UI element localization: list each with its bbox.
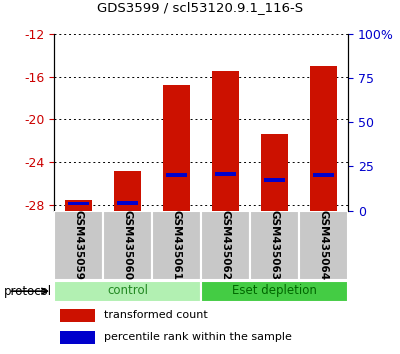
Bar (299, 211, 348, 280)
Bar (250, 211, 299, 280)
Bar (264, 178, 285, 182)
Bar (212, 71, 239, 211)
Bar (166, 173, 187, 177)
Text: GSM435063: GSM435063 (270, 210, 280, 280)
Bar (103, 211, 152, 280)
Bar (65, 200, 92, 211)
Text: GSM435061: GSM435061 (172, 210, 182, 280)
Bar (54, 281, 201, 302)
Text: transformed count: transformed count (104, 310, 208, 320)
Text: GSM435060: GSM435060 (122, 210, 132, 280)
Text: GSM435064: GSM435064 (318, 210, 328, 280)
Bar (117, 201, 138, 205)
Bar (54, 211, 103, 280)
Bar (310, 66, 337, 211)
Text: GDS3599 / scl53120.9.1_116-S: GDS3599 / scl53120.9.1_116-S (97, 1, 303, 14)
Bar (201, 281, 348, 302)
Text: percentile rank within the sample: percentile rank within the sample (104, 332, 292, 342)
Bar (215, 172, 236, 176)
Text: control: control (107, 284, 148, 297)
Bar (60, 331, 95, 343)
Text: Eset depletion: Eset depletion (232, 284, 317, 297)
Bar (201, 211, 250, 280)
Bar (313, 173, 334, 177)
Bar (114, 171, 141, 211)
Text: GSM435062: GSM435062 (220, 210, 230, 280)
Text: GSM435059: GSM435059 (74, 210, 84, 280)
Text: protocol: protocol (4, 285, 52, 298)
Bar (152, 211, 201, 280)
Bar (261, 135, 288, 211)
Bar (68, 202, 89, 205)
Bar (60, 309, 95, 322)
Bar (163, 85, 190, 211)
